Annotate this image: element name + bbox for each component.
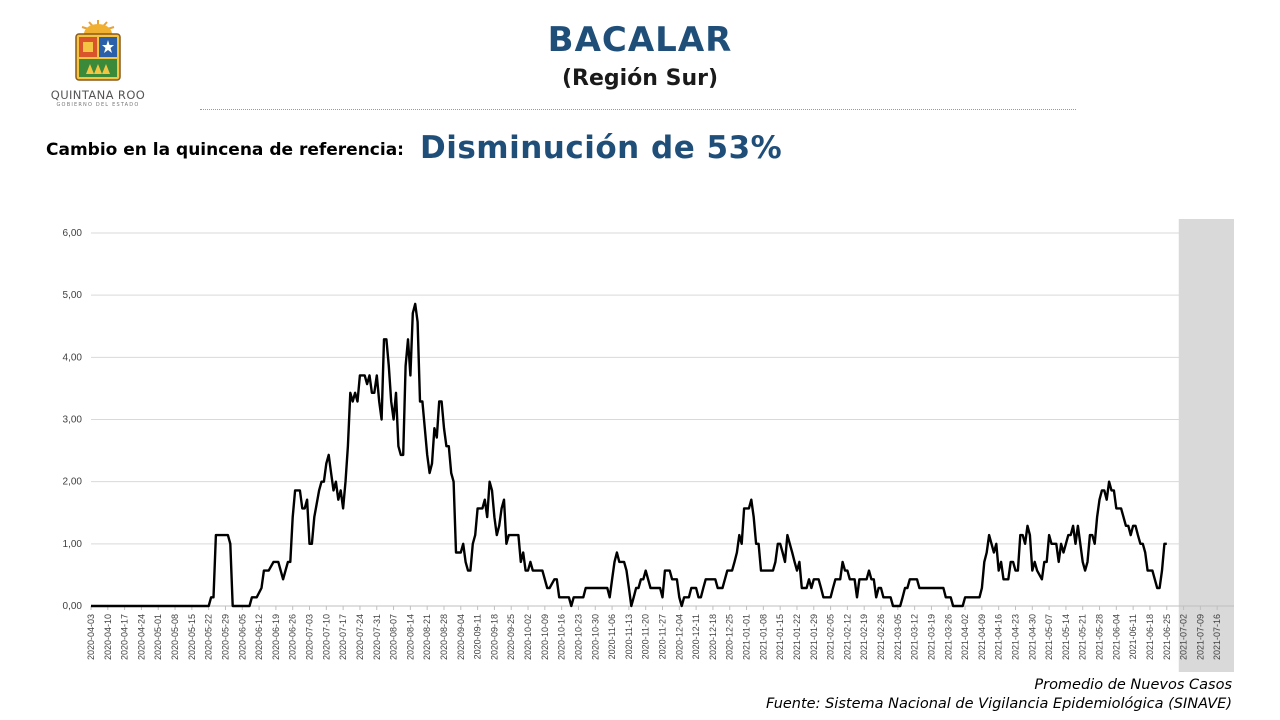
x-tick-label: 2021-03-19 <box>926 614 936 660</box>
x-tick-label: 2021-01-29 <box>809 614 819 660</box>
page-title: BACALAR <box>547 20 733 60</box>
y-tick-label: 4,00 <box>63 352 83 363</box>
x-tick-label: 2021-06-18 <box>1145 614 1155 660</box>
x-tick-label: 2020-10-02 <box>523 614 533 660</box>
series-line <box>91 302 1167 608</box>
x-tick-label: 2021-01-01 <box>742 614 752 660</box>
x-tick-label: 2021-01-15 <box>775 614 785 660</box>
x-tick-label: 2020-04-03 <box>86 614 96 660</box>
y-tick-label: 2,00 <box>63 477 83 488</box>
x-tick-label: 2020-05-29 <box>220 614 230 660</box>
x-tick-label: 2020-08-21 <box>422 614 432 660</box>
x-tick-label: 2020-07-17 <box>338 614 348 660</box>
x-tick-label: 2020-07-24 <box>355 614 365 660</box>
x-tick-label: 2020-10-23 <box>573 614 583 660</box>
x-tick-label: 2020-06-26 <box>288 614 298 660</box>
state-logo: QUINTANA ROO GOBIERNO DEL ESTADO <box>46 18 150 108</box>
x-tick-label: 2021-07-09 <box>1195 614 1205 660</box>
x-tick-label: 2021-05-28 <box>1095 614 1105 660</box>
x-tick-label: 2021-05-21 <box>1078 614 1088 660</box>
x-tick-label: 2021-02-12 <box>842 614 852 660</box>
x-tick-label: 2020-09-25 <box>506 614 516 660</box>
header-divider <box>200 109 1076 110</box>
x-tick-label: 2020-05-08 <box>170 614 180 660</box>
x-tick-label: 2021-01-08 <box>758 614 768 660</box>
y-tick-label: 0,00 <box>63 601 83 612</box>
x-tick-label: 2021-04-16 <box>994 614 1004 660</box>
y-tick-label: 5,00 <box>63 290 83 301</box>
x-tick-label: 2020-10-16 <box>557 614 567 660</box>
x-tick-label: 2020-05-22 <box>204 614 214 660</box>
x-tick-label: 2021-02-26 <box>876 614 886 660</box>
x-tick-label: 2021-03-05 <box>893 614 903 660</box>
x-tick-label: 2021-04-09 <box>977 614 987 660</box>
x-tick-label: 2021-02-19 <box>859 614 869 660</box>
y-tick-label: 1,00 <box>63 539 83 550</box>
x-tick-label: 2020-10-09 <box>540 614 550 660</box>
x-tick-label: 2020-12-25 <box>725 614 735 660</box>
x-tick-label: 2020-12-04 <box>674 614 684 660</box>
logo-name: QUINTANA ROO <box>50 88 146 102</box>
y-tick-label: 3,00 <box>63 415 83 426</box>
y-tick-label: 6,00 <box>63 228 83 239</box>
x-tick-label: 2020-05-15 <box>187 614 197 660</box>
x-tick-label: 2021-06-25 <box>1162 614 1172 660</box>
line-chart: 0,00 1,00 2,00 3,00 4,00 5,00 6,00 2020-04-03 20… <box>63 219 1234 672</box>
x-tick-label: 2021-04-02 <box>960 614 970 660</box>
x-tick-label: 2020-06-05 <box>237 614 247 660</box>
x-tick-label: 2021-04-23 <box>1010 614 1020 660</box>
page-subtitle: (Región Sur) <box>561 66 719 91</box>
x-tick-label: 2021-05-14 <box>1061 614 1071 660</box>
x-tick-label: 2020-12-11 <box>691 614 701 659</box>
x-tick-label: 2021-06-04 <box>1111 614 1121 660</box>
x-tick-label: 2021-07-02 <box>1179 614 1189 660</box>
x-tick-label: 2020-09-11 <box>473 614 483 659</box>
reference-period-shade <box>1178 219 1234 672</box>
x-tick-label: 2020-06-12 <box>254 614 264 660</box>
x-tick-label: 2020-11-13 <box>624 614 634 659</box>
x-tick-label: 2020-11-20 <box>641 614 651 659</box>
x-tick-label: 2021-04-30 <box>1027 614 1037 660</box>
x-tick-label: 2020-08-07 <box>389 614 399 660</box>
change-label: Cambio en la quincena de referencia: <box>46 140 404 160</box>
x-tick-label: 2020-05-01 <box>153 614 163 660</box>
x-tick-label: 2020-07-03 <box>305 614 315 660</box>
x-tick-label: 2020-08-14 <box>405 614 415 660</box>
x-tick-label: 2021-03-26 <box>943 614 953 660</box>
coat-of-arms-icon <box>75 20 121 81</box>
x-tick-label: 2020-04-24 <box>136 614 146 660</box>
x-tick-label: 2020-08-28 <box>439 614 449 660</box>
series-caption: Promedio de Nuevos Casos <box>1034 677 1232 693</box>
x-tick-label: 2021-03-12 <box>910 614 920 660</box>
change-value: Disminución de 53% <box>420 130 783 166</box>
x-tick-label: 2020-07-31 <box>372 614 382 660</box>
source-caption: Fuente: Sistema Nacional de Vigilancia E… <box>765 696 1232 712</box>
x-tick-label: 2020-07-10 <box>321 614 331 660</box>
x-tick-label: 2021-01-22 <box>792 614 802 660</box>
x-tick-label: 2020-04-10 <box>103 614 113 660</box>
x-tick-label: 2021-02-05 <box>826 614 836 660</box>
x-tick-label: 2020-11-27 <box>658 614 668 659</box>
x-tick-label: 2020-12-18 <box>708 614 718 660</box>
x-tick-label: 2021-05-07 <box>1044 614 1054 660</box>
x-tick-label: 2020-11-06 <box>607 614 617 659</box>
x-tick-label: 2020-04-17 <box>120 614 130 660</box>
x-tick-label: 2020-10-30 <box>590 614 600 660</box>
x-tick-label: 2020-06-19 <box>271 614 281 660</box>
x-tick-label: 2021-06-11 <box>1128 614 1138 659</box>
x-tick-label: 2020-09-04 <box>456 614 466 660</box>
x-tick-label: 2021-07-16 <box>1212 614 1222 660</box>
x-tick-label: 2020-09-18 <box>489 614 499 660</box>
logo-subtitle: GOBIERNO DEL ESTADO <box>56 102 140 108</box>
